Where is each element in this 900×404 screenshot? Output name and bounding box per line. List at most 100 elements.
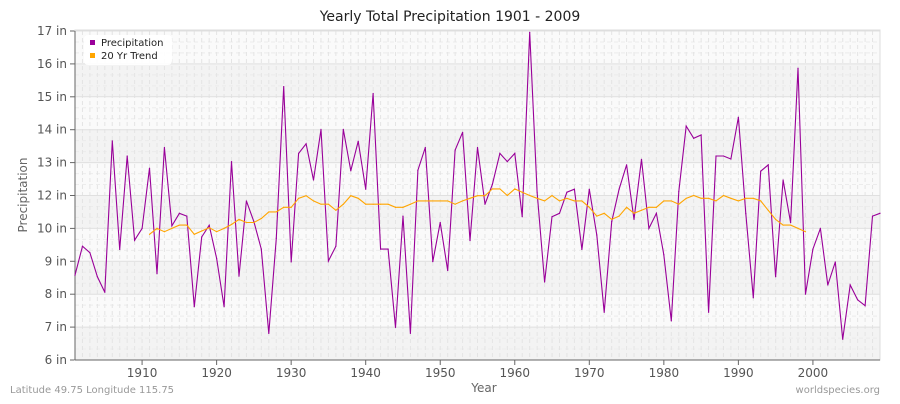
- precipitation-point: [208, 224, 210, 226]
- precipitation-point: [663, 254, 665, 256]
- trend-point: [238, 218, 240, 220]
- precipitation-point: [633, 218, 635, 220]
- precipitation-point: [186, 215, 188, 217]
- trend-point: [178, 224, 180, 226]
- precipitation-point: [611, 221, 613, 223]
- trend-point: [700, 197, 702, 199]
- trend-point: [782, 224, 784, 226]
- x-tick-label: 1980: [649, 366, 680, 380]
- precipitation-point: [715, 155, 717, 157]
- precipitation-point: [290, 261, 292, 263]
- trend-point: [767, 209, 769, 211]
- trend-point: [484, 195, 486, 197]
- x-tick-label: 1920: [201, 366, 232, 380]
- precipitation-point: [529, 31, 531, 33]
- x-tick-label: 1940: [350, 366, 381, 380]
- precipitation-point: [864, 305, 866, 307]
- legend-label-precipitation: Precipitation: [101, 38, 164, 49]
- trend-point: [439, 200, 441, 202]
- trend-point: [402, 206, 404, 208]
- precipitation-point: [201, 236, 203, 238]
- y-axis-label: Precipitation: [16, 157, 30, 232]
- precipitation-point: [74, 274, 76, 276]
- trend-point: [305, 195, 307, 197]
- precipitation-point: [797, 67, 799, 69]
- x-tick-label: 1990: [723, 366, 754, 380]
- x-tick-label: 1960: [499, 366, 530, 380]
- trend-point: [499, 188, 501, 190]
- precipitation-point: [789, 222, 792, 224]
- trend-point: [730, 197, 732, 199]
- precipitation-point: [372, 92, 374, 95]
- trend-point: [394, 206, 397, 208]
- precipitation-point: [275, 237, 277, 239]
- precipitation-point: [700, 134, 702, 136]
- trend-point: [253, 221, 255, 224]
- trend-point: [670, 200, 672, 202]
- precipitation-point: [543, 281, 546, 283]
- precipitation-point: [320, 128, 322, 130]
- trend-point: [752, 197, 754, 199]
- y-tick-label: 10 in: [37, 221, 67, 235]
- precipitation-point: [484, 203, 486, 205]
- trend-point: [514, 188, 516, 190]
- precipitation-point: [521, 216, 523, 218]
- precipitation-point: [596, 234, 598, 236]
- trend-point: [543, 200, 546, 202]
- trend-point: [566, 197, 568, 199]
- trend-point: [737, 200, 739, 202]
- precipitation-point: [551, 216, 553, 218]
- precipitation-point: [752, 297, 754, 299]
- trend-point: [327, 203, 330, 205]
- precipitation-point: [618, 188, 620, 190]
- trend-point: [745, 197, 747, 199]
- precipitation-point: [678, 190, 680, 193]
- trend-point: [536, 197, 538, 199]
- precipitation-point: [767, 164, 769, 166]
- trend-point: [380, 203, 382, 205]
- trend-point: [775, 218, 777, 220]
- trend-point: [722, 194, 725, 197]
- chart-title: Yearly Total Precipitation 1901 - 2009: [319, 9, 581, 25]
- trend-point: [148, 233, 151, 235]
- precipitation-point: [312, 179, 315, 181]
- x-tick-label: 1910: [127, 366, 158, 380]
- trend-point: [283, 206, 285, 208]
- trend-point: [320, 203, 322, 205]
- precipitation-point: [193, 306, 195, 308]
- legend-label-trend: 20 Yr Trend: [101, 51, 158, 62]
- precipitation-point: [350, 170, 352, 172]
- site-credit: worldspecies.org: [796, 385, 880, 396]
- trend-point: [171, 227, 173, 229]
- y-tick-label: 13 in: [37, 156, 67, 170]
- axes: 17 in 16 in 15 in 14 in 13 in 12 in 10 in 9 in 8…: [37, 24, 881, 380]
- trend-point: [611, 218, 613, 220]
- trend-point: [685, 197, 687, 199]
- precipitation-point: [469, 239, 471, 242]
- x-tick-label: 1950: [425, 366, 456, 380]
- trend-point: [387, 203, 389, 205]
- precipitation-point: [737, 116, 739, 118]
- trend-point: [312, 200, 315, 202]
- trend-point: [633, 212, 635, 214]
- y-tick-label: 9 in: [45, 254, 67, 268]
- trend-point: [558, 200, 561, 202]
- precipitation-point: [745, 212, 747, 215]
- grid-lines: [74, 30, 881, 361]
- precipitation-point: [126, 155, 128, 157]
- precipitation-point: [558, 212, 561, 214]
- precipitation-point: [730, 158, 732, 160]
- trend-point: [581, 200, 583, 202]
- precipitation-point: [387, 248, 389, 250]
- precipitation-point: [402, 215, 404, 217]
- trend-point: [223, 227, 225, 229]
- trend-point: [588, 206, 590, 208]
- precipitation-point: [81, 245, 84, 247]
- precipitation-point: [603, 311, 605, 313]
- trend-point: [804, 231, 807, 233]
- precipitation-point: [238, 275, 240, 277]
- precipitation-point: [357, 140, 359, 142]
- trend-point: [260, 217, 262, 220]
